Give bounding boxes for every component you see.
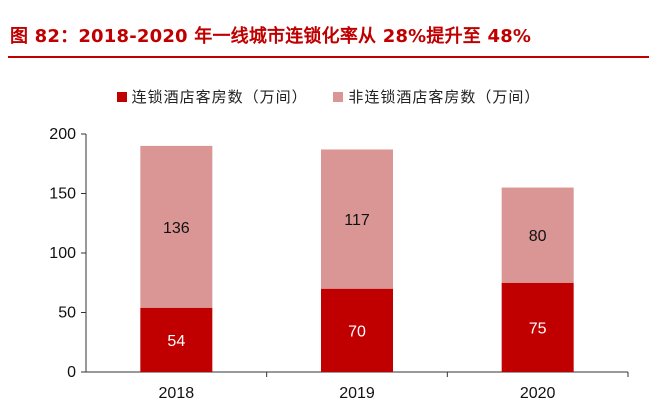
x-category-label: 2018 xyxy=(159,385,195,400)
bar-non-chain xyxy=(321,149,393,289)
y-tick-label: 100 xyxy=(49,245,76,262)
data-label-non-chain: 80 xyxy=(529,228,547,245)
y-tick-label: 0 xyxy=(67,364,76,381)
legend-swatch-chain xyxy=(116,92,127,102)
figure-title: 图 82：2018-2020 年一线城市连锁化率从 28%提升至 48% xyxy=(10,26,532,47)
x-category-label: 2019 xyxy=(339,385,375,400)
y-tick-label: 50 xyxy=(58,305,76,322)
bar-chain xyxy=(321,288,393,372)
y-tick-label: 150 xyxy=(49,186,76,203)
bar-chain xyxy=(501,282,574,372)
chart-legend: 连锁酒店客房数（万间） 非连锁酒店客房数（万间） xyxy=(0,86,657,107)
data-label-chain: 70 xyxy=(348,323,366,340)
legend-item-non-chain: 非连锁酒店客房数（万间） xyxy=(333,86,540,107)
bar-non-chain xyxy=(140,145,213,308)
x-category-label: 2020 xyxy=(520,385,556,400)
legend-label-non-chain: 非连锁酒店客房数（万间） xyxy=(348,88,541,106)
data-label-non-chain: 136 xyxy=(163,220,190,237)
legend-label-chain: 连锁酒店客房数（万间） xyxy=(131,88,308,106)
data-label-chain: 75 xyxy=(529,320,547,337)
data-label-chain: 54 xyxy=(167,333,185,350)
title-divider xyxy=(8,56,649,58)
y-tick-label: 200 xyxy=(49,126,76,143)
bar-chain xyxy=(140,307,213,372)
legend-swatch-non-chain xyxy=(333,92,344,102)
bar-non-chain xyxy=(501,187,574,283)
legend-item-chain: 连锁酒店客房数（万间） xyxy=(116,86,308,107)
data-label-non-chain: 117 xyxy=(344,212,370,229)
